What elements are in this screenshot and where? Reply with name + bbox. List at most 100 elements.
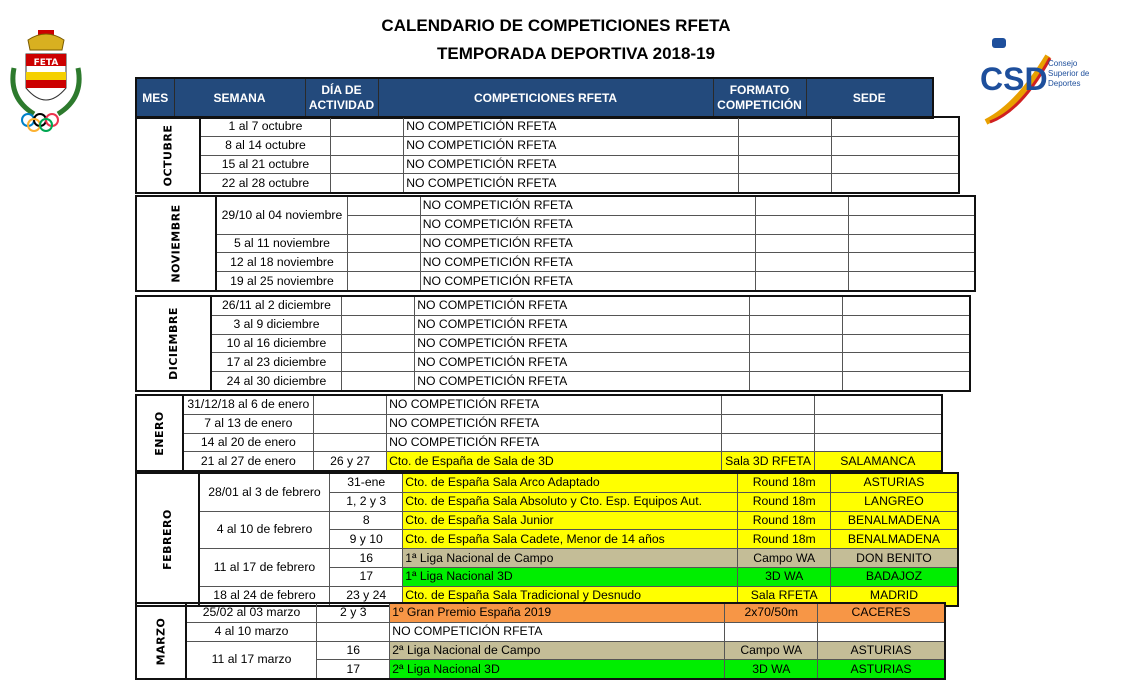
semana-cell: 29/10 al 04 noviembre	[215, 195, 348, 235]
table-row: 14 al 20 de enero NO COMPETICIÓN RFETA	[136, 432, 943, 453]
competicion-cell: NO COMPETICIÓN RFETA	[386, 394, 723, 415]
competicion-cell: Cto. de España Sala Cadete, Menor de 14 …	[402, 529, 739, 550]
formato-cell	[754, 214, 849, 235]
competicion-cell: NO COMPETICIÓN RFETA	[403, 173, 740, 194]
dia-cell	[330, 116, 405, 137]
semana-cell: 1 al 7 octubre	[199, 116, 332, 137]
dia-cell	[346, 195, 421, 216]
table-row: 12 al 18 noviembre NO COMPETICIÓN RFETA	[136, 252, 976, 273]
table-row: 4 al 10 marzo NO COMPETICIÓN RFETA	[136, 621, 946, 642]
sede-cell	[831, 173, 960, 194]
dia-cell: 17	[329, 566, 404, 587]
table-row: NO COMPETICIÓN RFETA	[136, 214, 976, 235]
formato-cell	[749, 333, 844, 354]
dia-cell: 8	[329, 510, 404, 531]
formato-cell	[724, 621, 819, 642]
formato-cell: 3D WA	[724, 659, 819, 680]
formato-cell: 3D WA	[737, 566, 832, 587]
dia-cell	[341, 314, 416, 335]
semana-cell: 12 al 18 noviembre	[215, 252, 348, 273]
sede-cell	[842, 371, 971, 392]
csd-logo: CSD Consejo Superior de Deportes	[980, 38, 1090, 125]
svg-text:CSD: CSD	[980, 61, 1048, 97]
col-dia: DÍA DE ACTIVIDAD	[304, 77, 379, 119]
table-row: 9 y 10 Cto. de España Sala Cadete, Menor …	[136, 529, 959, 550]
semana-cell: 4 al 10 de febrero	[198, 510, 331, 550]
formato-cell	[754, 271, 849, 292]
semana-cell: 22 al 28 octubre	[199, 173, 332, 194]
dia-cell	[346, 271, 421, 292]
dia-cell	[313, 413, 388, 434]
sede-cell	[842, 314, 971, 335]
competicion-cell: 2ª Liga Nacional 3D	[389, 659, 726, 680]
formato-cell: Sala 3D RFETA	[721, 451, 816, 472]
sede-cell: ASTURIAS	[830, 472, 959, 493]
dia-cell	[346, 214, 421, 235]
col-sede: SEDE	[805, 77, 934, 119]
table-row: 17 2ª Liga Nacional 3D 3D WA ASTURIAS	[136, 659, 946, 680]
formato-cell	[754, 252, 849, 273]
sede-cell	[847, 271, 976, 292]
formato-cell: Round 18m	[737, 529, 832, 550]
dia-cell	[313, 394, 388, 415]
page-subtitle: TEMPORADA DEPORTIVA 2018-19	[436, 44, 716, 63]
svg-text:Consejo: Consejo	[1048, 59, 1078, 68]
table-row: 21 al 27 de enero 26 y 27 Cto. de España d…	[136, 451, 943, 472]
competicion-cell: NO COMPETICIÓN RFETA	[419, 271, 756, 292]
competicion-cell: NO COMPETICIÓN RFETA	[419, 233, 756, 254]
sede-cell	[814, 413, 943, 434]
competicion-cell: Cto. de España Sala Arco Adaptado	[402, 472, 739, 493]
table-row: 11 al 17 de febrero 16 1ª Liga Nacional de…	[136, 548, 959, 587]
table-row: 10 al 16 diciembre NO COMPETICIÓN RFETA	[136, 333, 971, 354]
month-name: OCTUBRE	[161, 124, 175, 186]
month-name: DICIEMBRE	[166, 307, 180, 380]
table-row: 19 al 25 noviembre NO COMPETICIÓN RFETA	[136, 271, 976, 292]
sede-cell	[831, 135, 960, 156]
sede-cell: BENALMADENA	[830, 510, 959, 531]
formato-cell: Round 18m	[737, 472, 832, 493]
competicion-cell: NO COMPETICIÓN RFETA	[403, 154, 740, 175]
semana-cell: 15 al 21 octubre	[199, 154, 332, 175]
page-title: CALENDARIO DE COMPETICIONES RFETA	[381, 16, 731, 35]
dia-cell	[330, 135, 405, 156]
sede-cell	[842, 352, 971, 373]
month-label: DICIEMBRE	[135, 295, 212, 392]
sede-cell: ASTURIAS	[817, 640, 946, 661]
competicion-cell: NO COMPETICIÓN RFETA	[414, 371, 751, 392]
formato-cell	[721, 413, 816, 434]
semana-cell: 11 al 17 de febrero	[198, 548, 331, 587]
month-label: NOVIEMBRE	[135, 195, 218, 292]
table-row: 22 al 28 octubre NO COMPETICIÓN RFETA	[136, 173, 960, 194]
dia-cell	[346, 252, 421, 273]
dia-cell: 16	[329, 548, 404, 568]
formato-cell	[754, 195, 849, 216]
month-name: ENERO	[152, 410, 166, 456]
semana-cell: 8 al 14 octubre	[199, 135, 332, 156]
competicion-cell: NO COMPETICIÓN RFETA	[403, 135, 740, 156]
semana-cell: 11 al 17 marzo	[185, 640, 318, 680]
competicion-cell: NO COMPETICIÓN RFETA	[419, 252, 756, 273]
col-competiciones: COMPETICIONES RFETA	[377, 77, 714, 119]
formato-cell	[754, 233, 849, 254]
dia-cell	[341, 352, 416, 373]
sede-cell	[831, 154, 960, 175]
competicion-cell: 1ª Liga Nacional de Campo	[402, 548, 739, 568]
formato-cell	[721, 394, 816, 415]
month-label: ENERO	[135, 394, 184, 472]
dia-cell	[341, 333, 416, 354]
table-row: ENERO 31/12/18 al 6 de enero NO COMPETICIÓ…	[135, 394, 943, 472]
semana-cell: 5 al 11 noviembre	[215, 233, 348, 254]
sede-cell	[831, 116, 960, 137]
semana-cell: 7 al 13 de enero	[182, 413, 315, 434]
formato-cell: Round 18m	[737, 510, 832, 531]
sede-cell	[847, 195, 976, 216]
month-enero: ENERO 31/12/18 al 6 de enero NO COMPETICIÓ…	[135, 394, 943, 473]
dia-cell	[330, 173, 405, 194]
table-row: 17 1ª Liga Nacional 3D 3D WA BADAJOZ	[136, 566, 959, 587]
month-febrero: FEBRERO 28/01 al 3 de febrero 31-ene Cto. d…	[135, 472, 959, 607]
table-row: OCTUBRE 1 al 7 octubre NO COMPETICIÓN RFET…	[135, 116, 960, 194]
competicion-cell: 1ª Liga Nacional 3D	[402, 566, 739, 587]
month-noviembre: NOVIEMBRE 29/10 al 04 noviembre NO COMPETI…	[135, 195, 977, 292]
table-row: 5 al 11 noviembre NO COMPETICIÓN RFETA	[136, 233, 976, 254]
sede-cell	[847, 252, 976, 273]
